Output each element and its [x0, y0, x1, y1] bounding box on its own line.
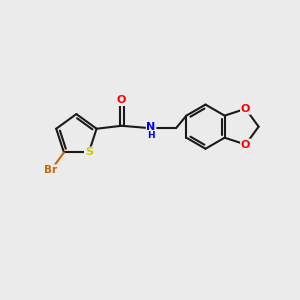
Text: O: O — [241, 104, 250, 114]
Text: S: S — [85, 147, 93, 158]
Text: O: O — [241, 140, 250, 149]
Text: N: N — [146, 122, 156, 132]
Text: O: O — [117, 95, 126, 105]
Text: Br: Br — [44, 165, 58, 175]
Text: H: H — [147, 131, 155, 140]
